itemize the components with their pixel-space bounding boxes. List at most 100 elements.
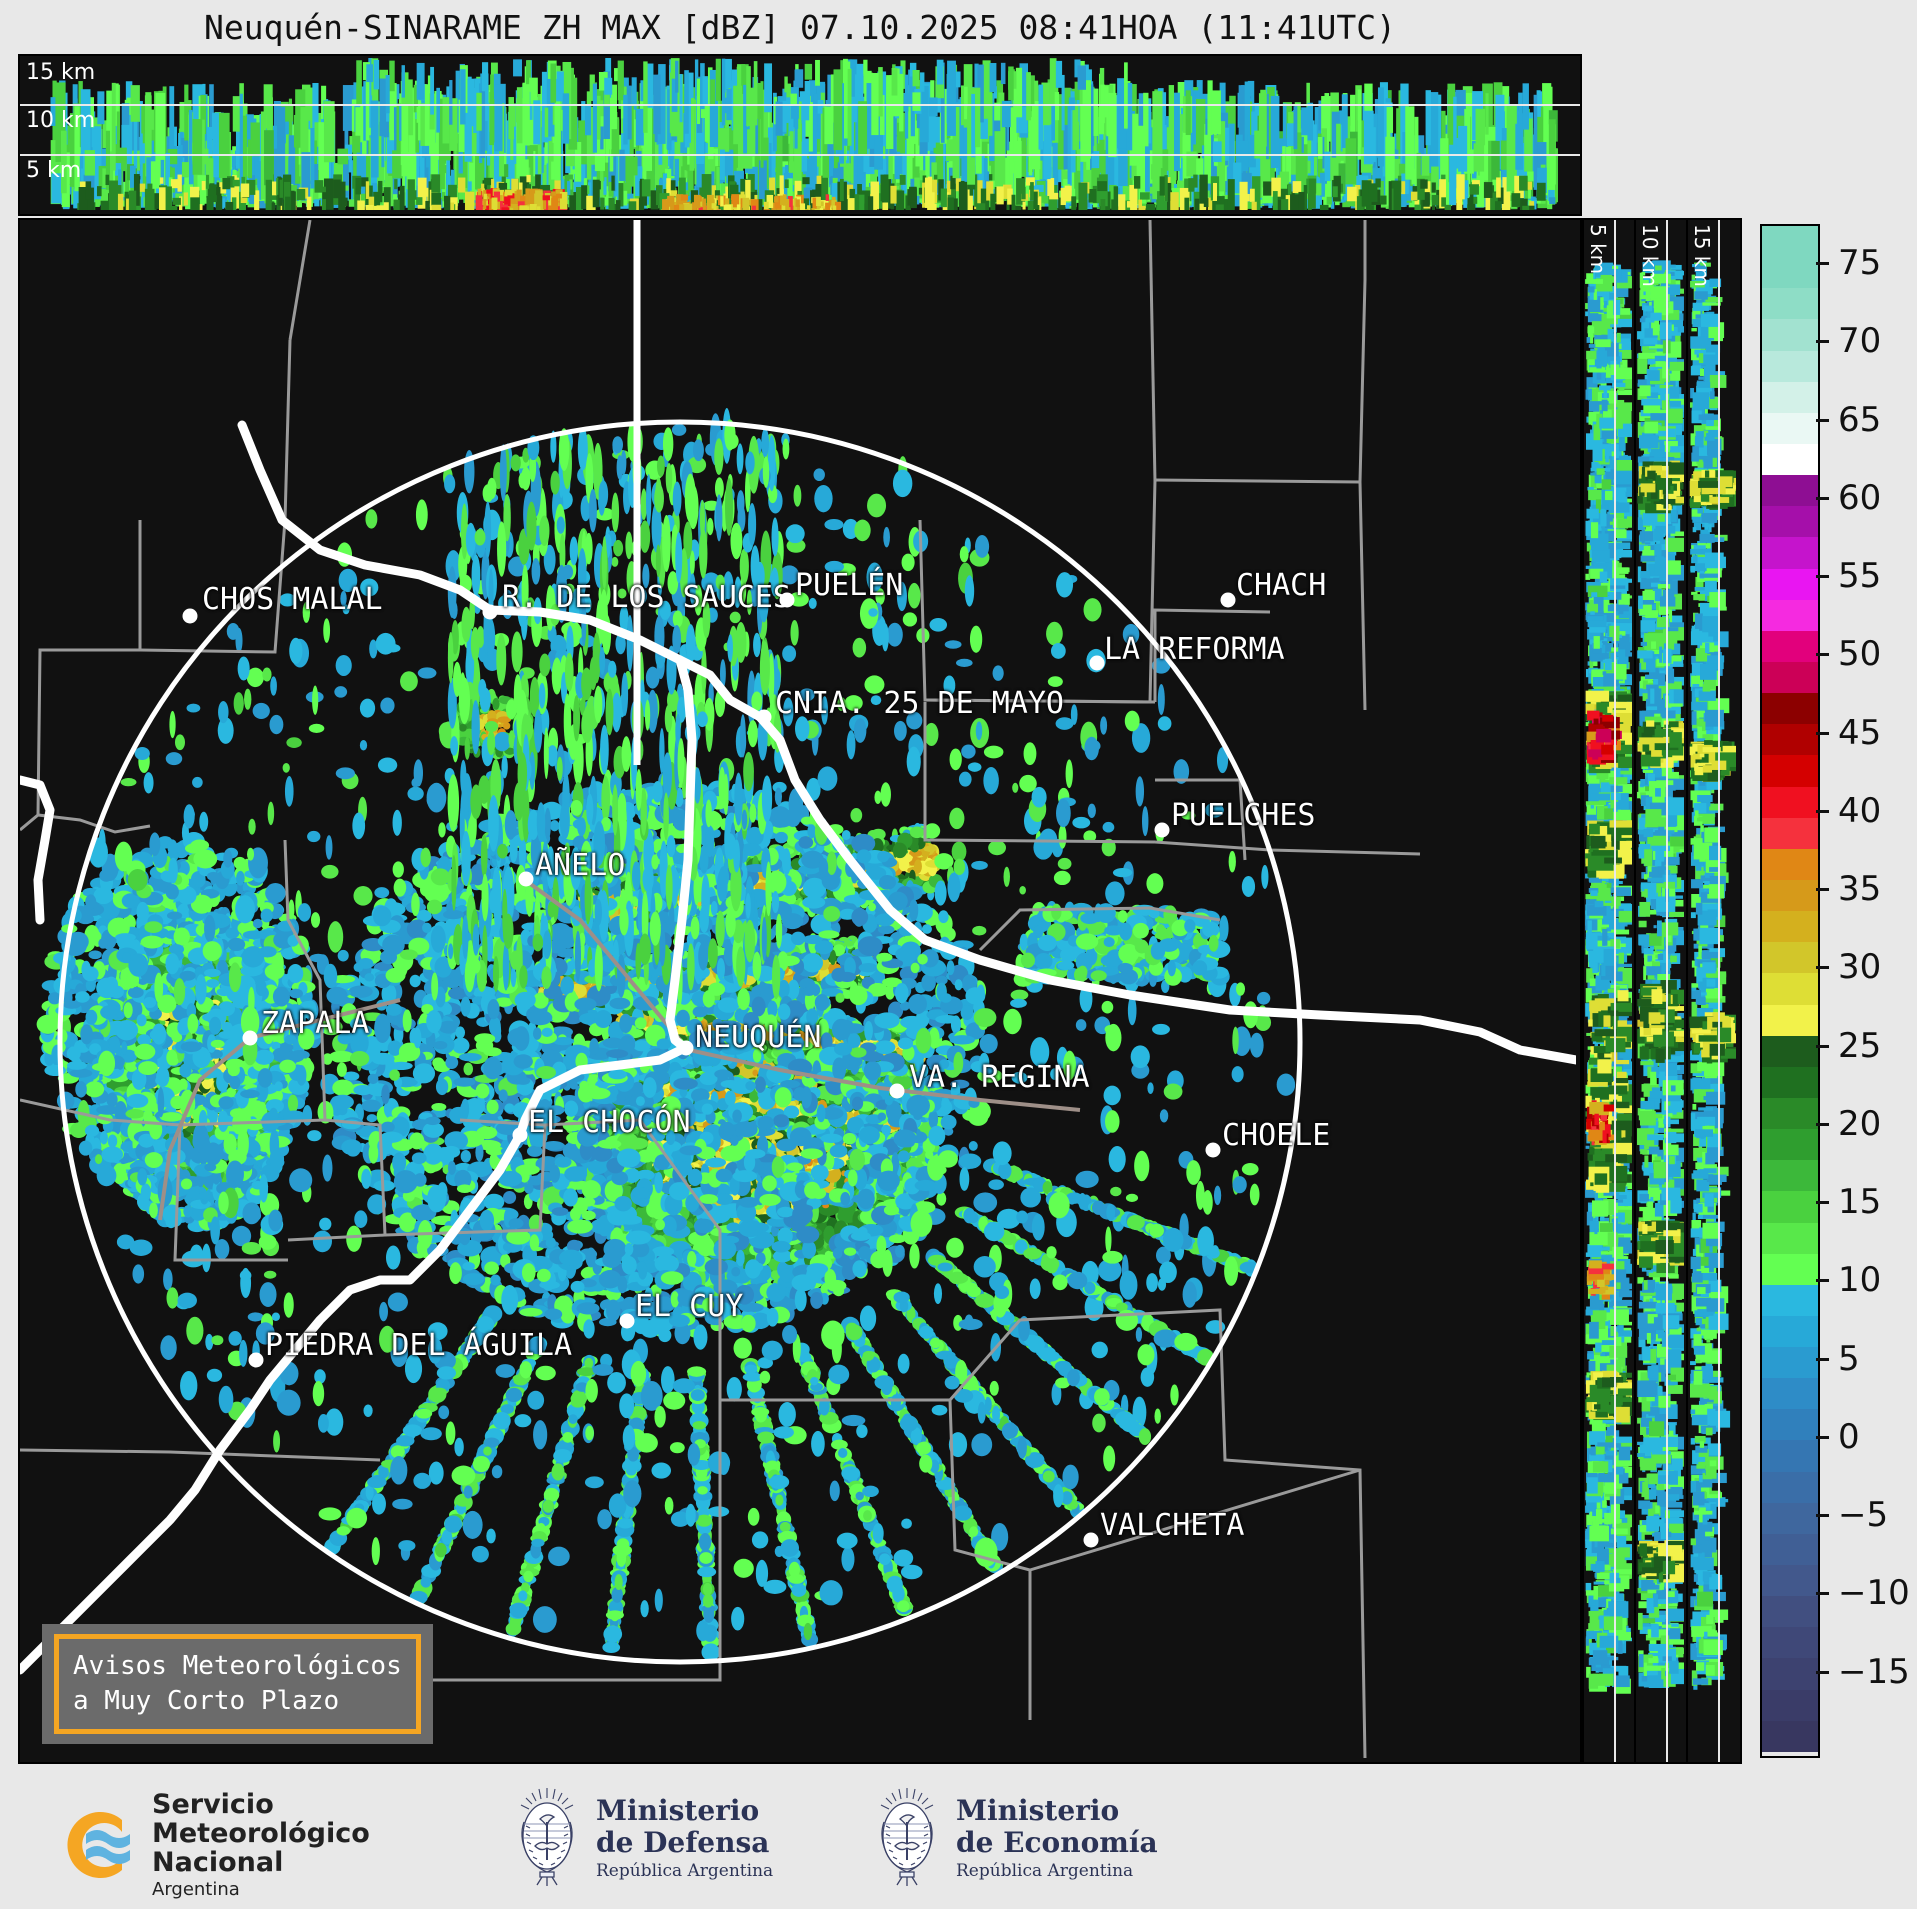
colorbar-segment xyxy=(1762,1502,1818,1534)
colorbar-segment xyxy=(1762,443,1818,476)
colorbar-segment xyxy=(1762,911,1818,943)
route-lines xyxy=(158,878,1081,1221)
defensa-line-1: Ministerio xyxy=(596,1795,773,1827)
radar-map-canvas xyxy=(20,220,1576,1758)
colorbar-segment xyxy=(1762,537,1818,569)
defensa-line-2: de Defensa xyxy=(596,1826,773,1858)
logo-ministerio-economia: Ministerio de Economía República Argenti… xyxy=(870,1784,1158,1892)
city-label: PIEDRA DEL ÁGUILA xyxy=(265,1328,572,1363)
city-marker-dot[interactable] xyxy=(779,592,795,608)
smn-logo-icon xyxy=(52,1802,138,1888)
colorbar-segment xyxy=(1762,973,1818,1005)
city-marker-dot[interactable] xyxy=(242,1030,258,1046)
city-marker-dot[interactable] xyxy=(1089,655,1105,671)
footer-logos: Servicio Meteorológico Nacional Argentin… xyxy=(0,1768,1917,1909)
right-cross-section-10km: 10 km xyxy=(1634,218,1690,1764)
top-gridline-5km xyxy=(20,154,1580,156)
city-marker-dot[interactable] xyxy=(482,604,498,620)
city-marker-dot[interactable] xyxy=(619,1313,635,1329)
city-marker-dot[interactable] xyxy=(518,871,534,887)
right-cross-section-group: 5 km 10 km 15 km xyxy=(0,218,1742,1764)
right-height-label-10km: 10 km xyxy=(1638,224,1662,287)
colorbar-segment xyxy=(1762,475,1818,507)
colorbar-segment xyxy=(1762,1658,1818,1690)
colorbar-segment xyxy=(1762,817,1818,849)
colorbar-segment xyxy=(1762,879,1818,912)
city-label: AÑELO xyxy=(535,848,625,883)
city-label: ZAPALA xyxy=(261,1006,369,1041)
colorbar-segment xyxy=(1762,1409,1818,1441)
colorbar-segment xyxy=(1762,1720,1818,1752)
smn-line-3: Nacional xyxy=(152,1848,370,1877)
colorbar-segment xyxy=(1762,786,1818,818)
city-label: NEUQUÉN xyxy=(695,1020,821,1055)
city-label: EL CHOCÓN xyxy=(528,1105,691,1140)
river-lines xyxy=(20,420,1576,1675)
colorbar-segment xyxy=(1762,1689,1818,1721)
radar-map-panel[interactable]: CHOS MALAL R. DE LOS SAUCES PUELÉN CHACH LA … xyxy=(18,218,1582,1764)
right-cross-section-5km: 5 km xyxy=(1582,218,1638,1764)
colorbar-segment xyxy=(1762,1533,1818,1566)
avisos-line-1: Avisos Meteorológicos xyxy=(73,1649,402,1684)
colorbar-segment xyxy=(1762,942,1818,974)
colorbar-segment xyxy=(1762,1035,1818,1067)
colorbar-segment xyxy=(1762,1565,1818,1597)
city-marker-dot[interactable] xyxy=(1220,592,1236,608)
colorbar-segment xyxy=(1762,1378,1818,1410)
city-label: VA. REGINA xyxy=(909,1060,1090,1095)
city-marker-dot[interactable] xyxy=(889,1083,905,1099)
city-label: VALCHETA xyxy=(1100,1508,1245,1543)
right-height-label-15km: 15 km xyxy=(1690,224,1714,287)
city-marker-dot[interactable] xyxy=(1154,822,1170,838)
city-label: PUELCHES xyxy=(1171,798,1316,833)
economia-sub: República Argentina xyxy=(956,1861,1158,1881)
colorbar-segment xyxy=(1762,568,1818,600)
colorbar-segment xyxy=(1762,1004,1818,1036)
city-label: CHACH xyxy=(1236,568,1326,603)
admin-boundaries xyxy=(20,220,1421,1758)
colorbar-segment xyxy=(1762,1222,1818,1254)
city-label: CHOS MALAL xyxy=(202,582,383,617)
argentina-coat-of-arms-icon xyxy=(510,1784,584,1892)
colorbar-segment xyxy=(1762,412,1818,444)
city-label: EL CUY xyxy=(635,1289,743,1324)
colorbar-segment xyxy=(1762,1253,1818,1285)
city-marker-dot[interactable] xyxy=(1083,1532,1099,1548)
colorbar-segment xyxy=(1762,848,1818,880)
city-label: CHOELE xyxy=(1222,1118,1330,1153)
colorbar-segment xyxy=(1762,226,1818,258)
smn-line-2: Meteorológico xyxy=(152,1819,370,1848)
defensa-sub: República Argentina xyxy=(596,1861,773,1881)
top-cross-section-echo xyxy=(20,56,1576,210)
city-marker-dot[interactable] xyxy=(248,1352,264,1368)
colorbar-segment xyxy=(1762,724,1818,756)
avisos-legend-box: Avisos Meteorológicos a Muy Corto Plazo xyxy=(42,1623,433,1744)
top-gridline-10km xyxy=(20,104,1580,106)
argentina-coat-of-arms-icon xyxy=(870,1784,944,1892)
city-marker-dot[interactable] xyxy=(678,1040,694,1056)
colorbar-segment xyxy=(1762,1315,1818,1348)
top-height-label-5km: 5 km xyxy=(26,158,81,183)
colorbar-segment xyxy=(1762,350,1818,382)
colorbar-segment xyxy=(1762,1066,1818,1098)
city-marker-dot[interactable] xyxy=(756,709,772,725)
city-label: R. DE LOS SAUCES xyxy=(502,580,791,615)
page-title: Neuquén-SINARAME ZH MAX [dBZ] 07.10.2025… xyxy=(0,8,1600,47)
colorbar-segment xyxy=(1762,506,1818,538)
city-marker-dot[interactable] xyxy=(1205,1142,1221,1158)
colorbar-segment xyxy=(1762,1596,1818,1628)
colorbar-segment xyxy=(1762,319,1818,351)
city-label: PUELÉN xyxy=(795,568,903,603)
top-cross-section-panel: 15 km 10 km 5 km xyxy=(18,54,1582,216)
city-label: LA REFORMA xyxy=(1104,632,1285,667)
colorbar-segment xyxy=(1762,1627,1818,1659)
colorbar-segment xyxy=(1762,257,1818,289)
avisos-line-2: a Muy Corto Plazo xyxy=(73,1684,402,1719)
colorbar-segment xyxy=(1762,693,1818,725)
logo-smn: Servicio Meteorológico Nacional Argentin… xyxy=(52,1790,370,1900)
city-marker-dot[interactable] xyxy=(182,608,198,624)
colorbar-segment xyxy=(1762,1097,1818,1130)
city-marker-dot[interactable] xyxy=(512,1127,528,1143)
top-height-label-10km: 10 km xyxy=(26,108,95,133)
colorbar-segment xyxy=(1762,1284,1818,1316)
